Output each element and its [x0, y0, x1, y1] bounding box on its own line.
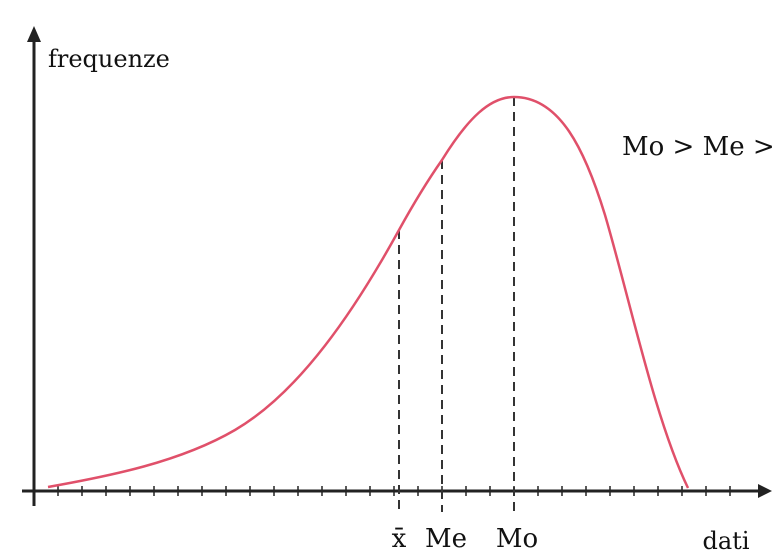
y-axis-label: frequenze: [48, 45, 170, 73]
mode-label: Mo: [496, 524, 538, 554]
relation-label: Mo > Me > x̄: [622, 132, 781, 162]
distribution-curve: [47, 95, 690, 489]
mean-label: x̄: [392, 524, 407, 554]
median-label: Me: [425, 524, 467, 554]
x-axis-label: dati: [703, 527, 750, 555]
y-axis: [27, 26, 41, 506]
x-axis: [22, 484, 772, 498]
